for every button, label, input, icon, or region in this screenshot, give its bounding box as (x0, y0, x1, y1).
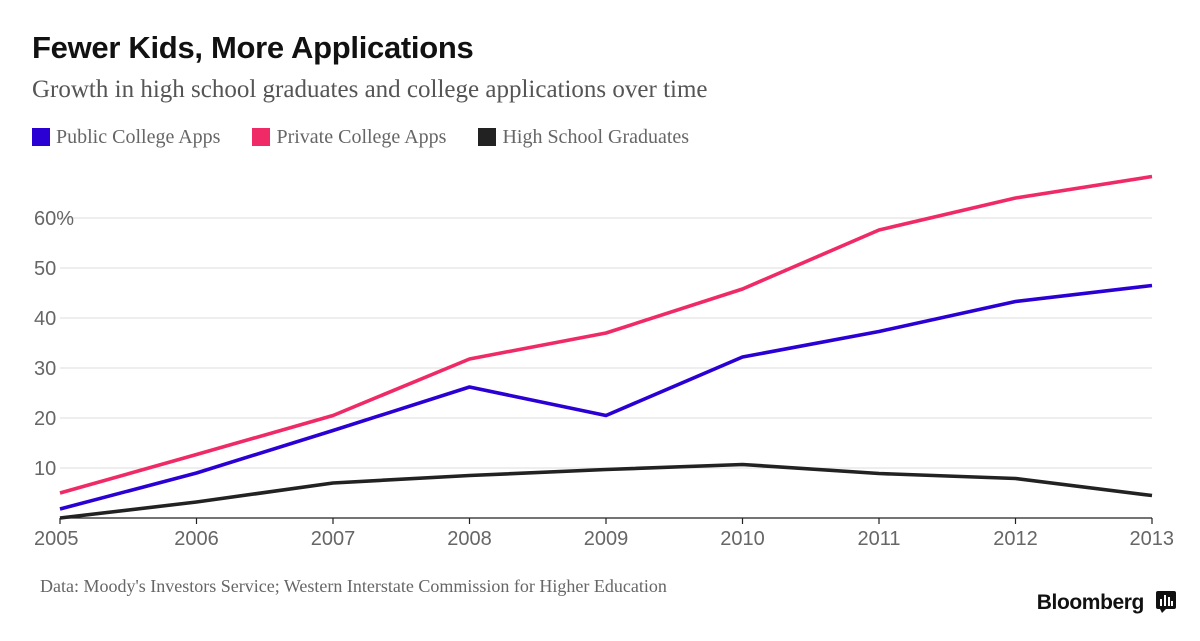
chart-title: Fewer Kids, More Applications (32, 30, 474, 65)
y-tick-label: 60% (34, 208, 74, 230)
legend-item-public-college-apps: Public College Apps (32, 126, 220, 149)
x-tick-label: 2011 (857, 528, 900, 550)
x-tick-label: 2012 (993, 528, 1038, 550)
x-tick-label: 2007 (311, 528, 356, 550)
brand-logo: Bloomberg (1036, 591, 1145, 614)
series-line-high-school-graduates (59, 462, 1153, 520)
legend-label-private: Private College Apps (276, 125, 447, 148)
y-tick-label: 10 (34, 458, 56, 480)
legend-swatch-graduates (478, 128, 497, 146)
x-tick-label: 2009 (584, 528, 629, 550)
legend-item-high-school-graduates: High School Graduates (478, 126, 689, 149)
x-tick-label: 2008 (447, 528, 492, 550)
y-tick-label: 20 (34, 408, 56, 430)
legend: Public College Apps Private College Apps… (32, 124, 721, 150)
x-tick-label: 2013 (1130, 528, 1175, 550)
chart-subtitle: Growth in high school graduates and coll… (32, 76, 708, 103)
y-tick-label: 30 (34, 358, 56, 380)
y-tick-label: 50 (34, 258, 56, 280)
x-tick-label: 2006 (174, 528, 219, 550)
x-tick-label: 2010 (720, 528, 765, 550)
legend-swatch-public (32, 128, 50, 146)
y-tick-label: 40 (34, 308, 56, 330)
legend-label-public: Public College Apps (56, 125, 221, 148)
series-line-public-college-apps (59, 283, 1153, 511)
bloomberg-terminal-icon (1156, 591, 1176, 613)
source-note: Data: Moody's Investors Service; Western… (40, 576, 667, 596)
legend-item-private-college-apps: Private College Apps (252, 126, 446, 149)
series-line-private-college-apps (59, 174, 1153, 495)
legend-swatch-private (252, 128, 271, 146)
legend-label-graduates: High School Graduates (502, 125, 690, 148)
x-tick-label: 2005 (34, 528, 79, 550)
